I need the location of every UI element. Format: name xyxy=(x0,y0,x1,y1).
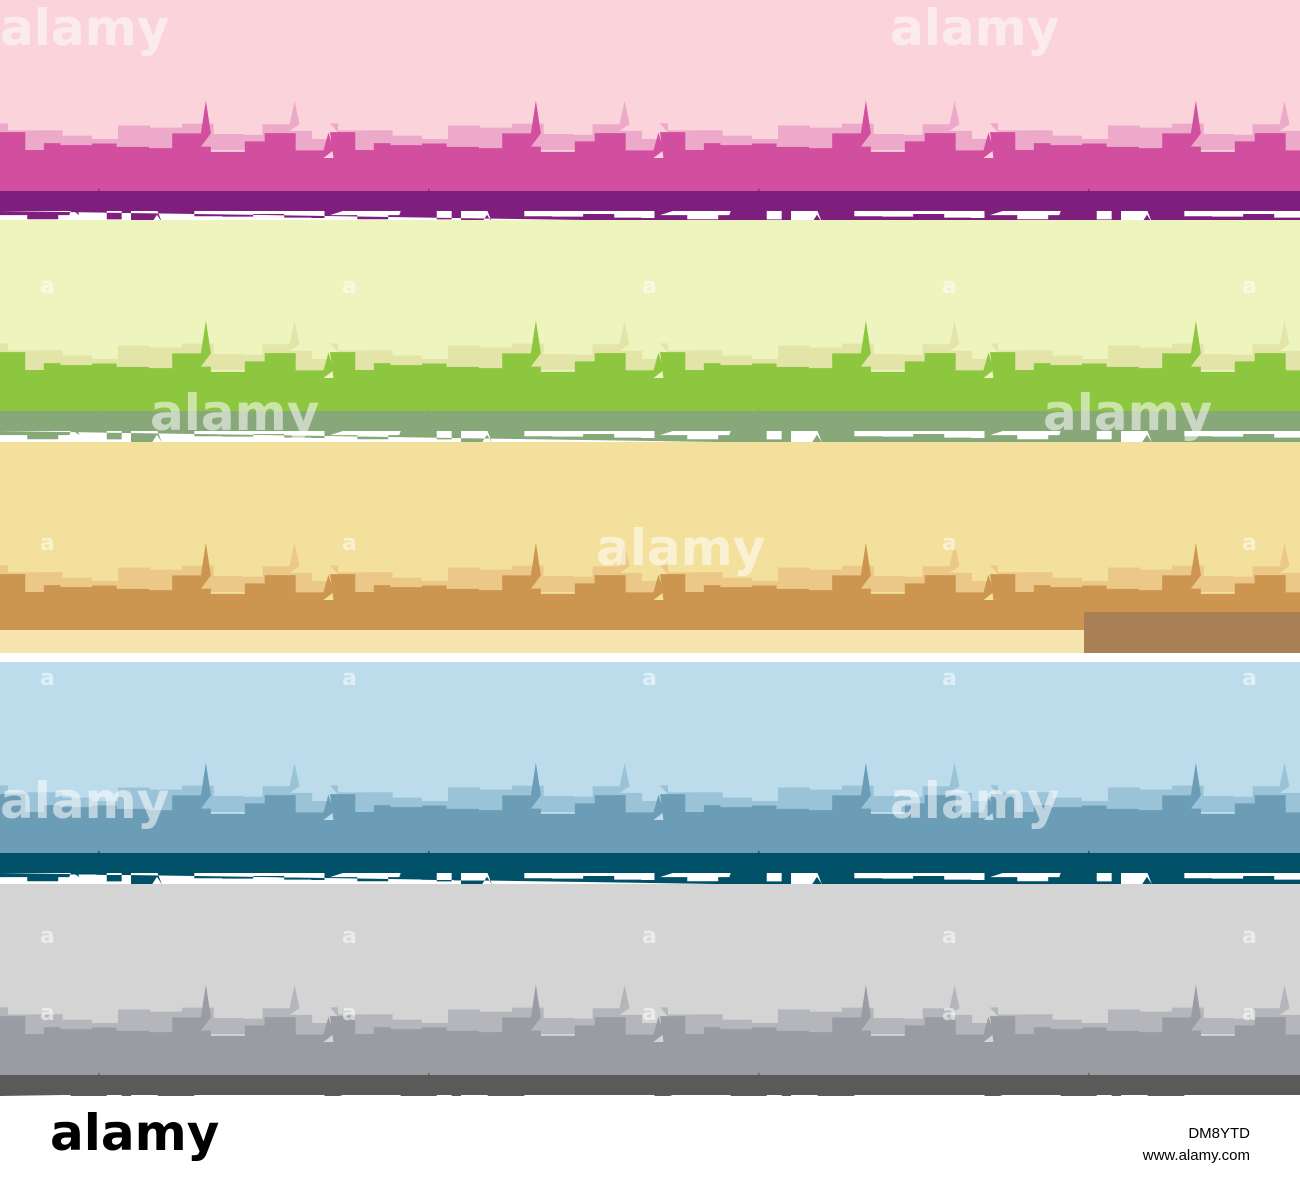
skyline-front-base xyxy=(0,191,1300,211)
skyline-front-base xyxy=(0,411,1300,431)
watermark: alamy xyxy=(0,772,169,830)
skyline-mid xyxy=(0,762,1300,832)
watermark-mark: a xyxy=(40,531,55,556)
watermark-mark: a xyxy=(1242,924,1257,949)
watermark-mark: a xyxy=(642,666,657,691)
watermarks: alamy alamy alamy alamy alamy alamy alamy a a a a a… xyxy=(0,0,1257,1026)
watermark: alamy xyxy=(0,0,169,57)
watermark-mark: a xyxy=(642,1001,657,1026)
watermark-mark: a xyxy=(342,924,357,949)
watermark-mark: a xyxy=(942,924,957,949)
watermark-mark: a xyxy=(942,531,957,556)
watermark-mark: a xyxy=(342,1001,357,1026)
skyline-front xyxy=(0,407,1300,451)
watermark-mark: a xyxy=(342,666,357,691)
skyline-mid xyxy=(0,320,1300,390)
corner-block xyxy=(1084,612,1300,653)
watermark-mark: a xyxy=(942,274,957,299)
watermark: alamy xyxy=(150,384,319,442)
watermark: alamy xyxy=(1043,384,1212,442)
banners xyxy=(0,0,1300,1115)
watermark-mark: a xyxy=(942,1001,957,1026)
url: www.alamy.com xyxy=(1142,1147,1250,1164)
footer-logo: alamy xyxy=(50,1104,219,1162)
skyline-mid xyxy=(0,984,1300,1054)
skyline-mid xyxy=(0,542,1300,612)
skyline-mid xyxy=(0,100,1300,170)
watermark-mark: a xyxy=(1242,666,1257,691)
skyline-front-base xyxy=(0,1075,1300,1095)
watermark-mark: a xyxy=(40,666,55,691)
watermark-mark: a xyxy=(1242,531,1257,556)
watermark-mark: a xyxy=(40,274,55,299)
watermark-mark: a xyxy=(642,274,657,299)
watermark-mark: a xyxy=(342,531,357,556)
image-id: DM8YTD xyxy=(1188,1125,1250,1142)
watermark-mark: a xyxy=(342,274,357,299)
watermark: alamy xyxy=(596,519,765,577)
skyline-mid-base xyxy=(0,610,1300,630)
watermark-mark: a xyxy=(1242,1001,1257,1026)
watermark-mark: a xyxy=(942,666,957,691)
watermark-mark: a xyxy=(40,924,55,949)
footer-bg xyxy=(0,1096,1300,1186)
watermark: alamy xyxy=(890,0,1059,57)
skyline-front-base xyxy=(0,853,1300,873)
watermark-mark: a xyxy=(1242,274,1257,299)
watermark-mark: a xyxy=(40,1001,55,1026)
skyline-front xyxy=(0,849,1300,893)
watermark: alamy xyxy=(890,772,1059,830)
watermark-mark: a xyxy=(642,924,657,949)
strip xyxy=(0,630,1300,653)
